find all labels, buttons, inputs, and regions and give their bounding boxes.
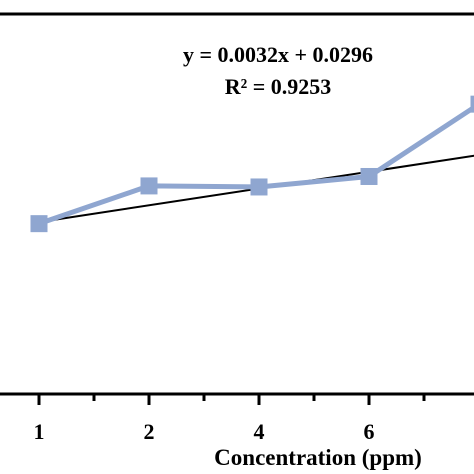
x-tick-label: 6 <box>364 419 375 444</box>
data-point-marker <box>30 215 48 233</box>
data-point-marker <box>360 167 378 185</box>
plot-frame <box>0 12 474 396</box>
r-squared-annotation: R² = 0.9253 <box>225 74 332 99</box>
data-point-marker <box>470 95 474 113</box>
equation-annotation: y = 0.0032x + 0.0296 <box>183 42 373 67</box>
x-tick-label: 2 <box>144 419 155 444</box>
data-point-marker <box>140 177 158 195</box>
data-point-marker <box>250 178 268 196</box>
x-tick-label: 4 <box>254 419 265 444</box>
x-tick-label: 1 <box>34 419 45 444</box>
x-axis-title: Concentration (ppm) <box>214 445 422 470</box>
marker-layer <box>30 95 474 233</box>
x-axis-ticks <box>37 394 426 405</box>
